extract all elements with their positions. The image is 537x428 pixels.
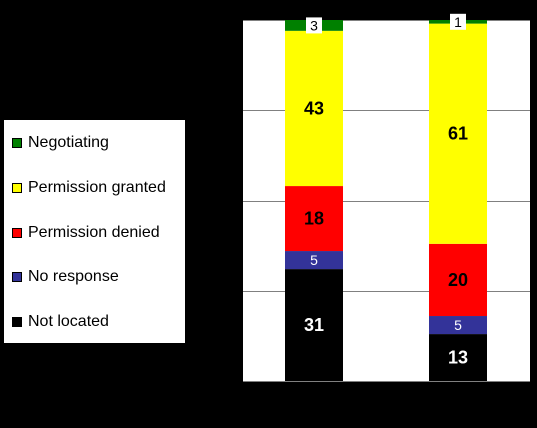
data-label: 13 bbox=[448, 348, 468, 368]
bar-segment bbox=[285, 30, 343, 187]
data-label: 61 bbox=[448, 124, 468, 144]
data-label-box bbox=[306, 17, 322, 34]
bar-segment bbox=[429, 243, 487, 317]
data-label-box bbox=[450, 13, 466, 30]
data-label: 20 bbox=[448, 270, 468, 290]
bar-segment bbox=[285, 269, 343, 381]
legend-label: No response bbox=[28, 268, 119, 285]
bar-segment bbox=[429, 316, 487, 335]
legend-item-permission-denied: Permission denied bbox=[12, 223, 160, 243]
legend-item-negotiating: Negotiating bbox=[12, 133, 109, 153]
legend-swatch bbox=[12, 183, 22, 193]
data-label: 18 bbox=[304, 209, 324, 229]
legend-swatch bbox=[12, 272, 22, 282]
legend-swatch bbox=[12, 317, 22, 327]
legend-item-not-located: Not located bbox=[12, 312, 109, 332]
bar-segment bbox=[429, 23, 487, 244]
legend-swatch bbox=[12, 138, 22, 148]
data-label: 5 bbox=[310, 252, 318, 268]
legend-label: Negotiating bbox=[28, 134, 109, 151]
data-label: 31 bbox=[304, 315, 324, 335]
legend-label: Permission denied bbox=[28, 224, 160, 241]
legend-swatch bbox=[12, 228, 22, 238]
legend-item-permission-granted: Permission granted bbox=[12, 178, 166, 198]
data-label: 5 bbox=[454, 317, 462, 333]
legend: Negotiating Permission granted Permissio… bbox=[4, 120, 185, 343]
legend-label: Not located bbox=[28, 313, 109, 330]
bar-segment bbox=[285, 251, 343, 270]
data-label: 1 bbox=[454, 14, 462, 30]
bar-segment bbox=[429, 334, 487, 381]
data-label: 43 bbox=[304, 98, 324, 118]
legend-label: Permission granted bbox=[28, 179, 166, 196]
legend-item-no-response: No response bbox=[12, 267, 119, 287]
bar-segment bbox=[285, 186, 343, 252]
data-label: 3 bbox=[310, 17, 318, 33]
